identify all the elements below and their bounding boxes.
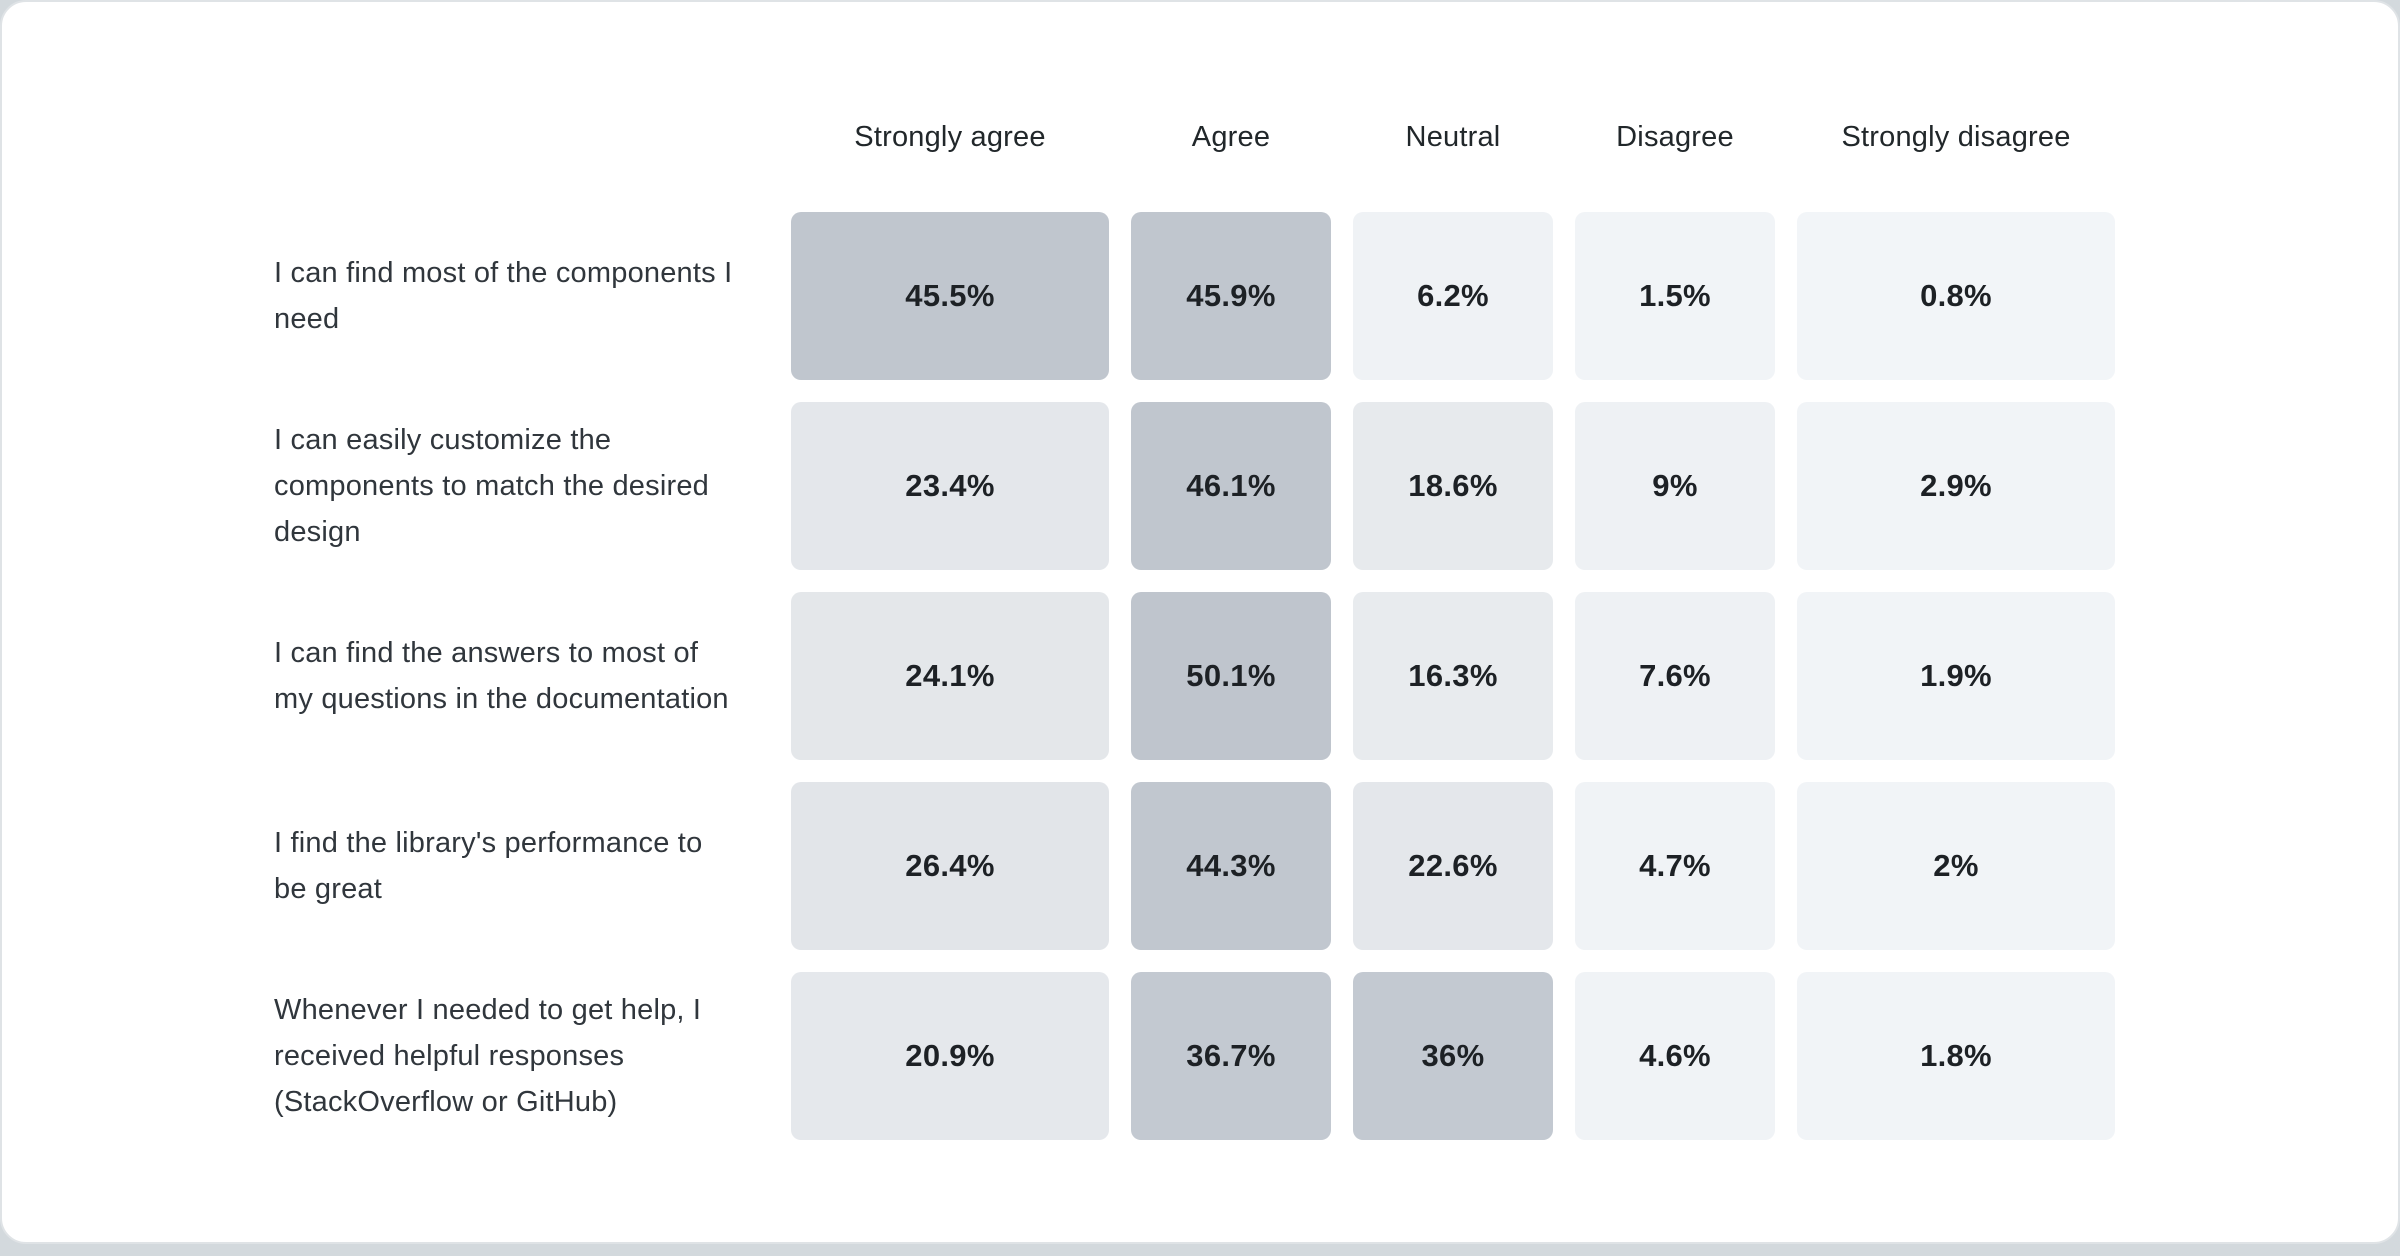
heatmap-cell-1-1: 46.1%	[1131, 402, 1331, 570]
heatmap-cell-4-1: 36.7%	[1131, 972, 1331, 1140]
column-header-3: Disagree	[1616, 120, 1734, 153]
row-label-2: I can find the answers to most of my que…	[274, 637, 729, 715]
heatmap-cell-3-3: 4.7%	[1575, 782, 1775, 950]
heatmap-cell-4-2: 36%	[1353, 972, 1553, 1140]
heatmap-row-3: I find the library's performance to be g…	[274, 782, 2115, 950]
heatmap-cell-1-0: 23.4%	[791, 402, 1109, 570]
column-header-2: Neutral	[1405, 120, 1501, 153]
heatmap-cell-4-4: 1.8%	[1797, 972, 2115, 1140]
heatmap-cell-2-1: 50.1%	[1131, 592, 1331, 760]
heatmap-header-row: Strongly agree Agree Neutral Disagree Strong…	[274, 112, 2115, 162]
column-header-1: Agree	[1191, 120, 1271, 153]
heatmap-cell-1-3: 9%	[1575, 402, 1775, 570]
heatmap-row-2: I can find the answers to most of my que…	[274, 592, 2115, 760]
row-label-0: I can find most of the components I need	[274, 257, 733, 335]
heatmap-row-4: Whenever I needed to get help, I receive…	[274, 972, 2115, 1140]
row-label-3: I find the library's performance to be g…	[274, 827, 703, 905]
heatmap-cell-2-3: 7.6%	[1575, 592, 1775, 760]
heatmap-cell-2-2: 16.3%	[1353, 592, 1553, 760]
heatmap-cell-3-0: 26.4%	[791, 782, 1109, 950]
heatmap-cell-2-0: 24.1%	[791, 592, 1109, 760]
heatmap-body: I can find most of the components I need…	[274, 212, 2115, 1140]
heatmap-row-0: I can find most of the components I need…	[274, 212, 2115, 380]
heatmap-cell-4-3: 4.6%	[1575, 972, 1775, 1140]
heatmap-cell-0-3: 1.5%	[1575, 212, 1775, 380]
heatmap-cell-3-4: 2%	[1797, 782, 2115, 950]
heatmap-cell-3-1: 44.3%	[1131, 782, 1331, 950]
row-label-1: I can easily customize the components to…	[274, 424, 709, 548]
heatmap-cell-1-2: 18.6%	[1353, 402, 1553, 570]
column-header-0: Strongly agree	[854, 120, 1046, 153]
heatmap-cell-0-1: 45.9%	[1131, 212, 1331, 380]
heatmap-cell-1-4: 2.9%	[1797, 402, 2115, 570]
likert-heatmap-chart: Strongly agree Agree Neutral Disagree Strong…	[274, 112, 2115, 1162]
heatmap-cell-0-2: 6.2%	[1353, 212, 1553, 380]
row-label-4: Whenever I needed to get help, I receive…	[274, 994, 702, 1118]
column-header-4: Strongly disagree	[1841, 120, 2071, 153]
heatmap-cell-4-0: 20.9%	[791, 972, 1109, 1140]
heatmap-cell-3-2: 22.6%	[1353, 782, 1553, 950]
heatmap-cell-0-4: 0.8%	[1797, 212, 2115, 380]
heatmap-cell-2-4: 1.9%	[1797, 592, 2115, 760]
heatmap-row-1: I can easily customize the components to…	[274, 402, 2115, 570]
heatmap-cell-0-0: 45.5%	[791, 212, 1109, 380]
